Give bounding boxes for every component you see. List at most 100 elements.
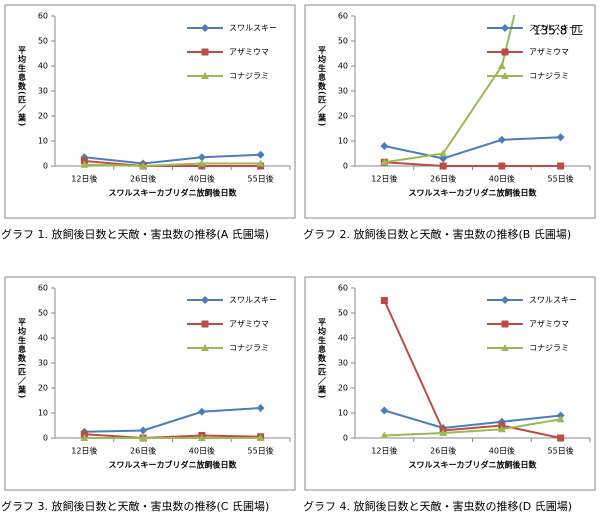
- chart-caption: グラフ 3. 放飼後日数と天敵・害虫数の推移(C 氏圃場): [1, 499, 269, 513]
- y-tick-label: 40: [338, 62, 348, 71]
- marker: [380, 406, 389, 415]
- plot: [80, 150, 265, 170]
- marker: [201, 72, 209, 79]
- x-tick-label: 40日後: [489, 174, 515, 184]
- y-tick-label: 60: [38, 12, 48, 21]
- series-line: [384, 409, 561, 430]
- marker: [497, 425, 506, 433]
- series-line: [84, 433, 261, 440]
- legend-label: アザミウマ: [529, 48, 569, 57]
- x-tick-label: 55日後: [548, 446, 574, 456]
- series-line: [84, 160, 261, 167]
- y-tick-label: 30: [38, 87, 48, 96]
- series-line: [84, 162, 261, 168]
- marker: [256, 404, 265, 412]
- marker: [557, 162, 565, 170]
- marker: [556, 133, 565, 142]
- x-tick-label: 40日後: [489, 446, 515, 456]
- y-tick-label: 0: [343, 434, 348, 443]
- chart-frame: [304, 276, 596, 491]
- legend-label: スワルスキー: [529, 296, 577, 305]
- x-tick-label: 26日後: [130, 174, 156, 184]
- y-axis-title: 平均生息数(匹／葉): [17, 318, 27, 399]
- y-tick-label: 60: [338, 284, 348, 293]
- y-tick-label: 30: [338, 87, 348, 96]
- chart: 0 10 20 30 40 50 60 12日後 26日後 40日後 55日後スワルスキーカブリダニ…: [304, 276, 596, 491]
- marker: [498, 162, 506, 170]
- marker: [501, 72, 509, 79]
- chart-frame: [4, 276, 296, 491]
- marker: [501, 24, 509, 32]
- x-tick-label: 12日後: [71, 174, 97, 184]
- marker: [197, 407, 206, 416]
- y-tick-label: 60: [38, 284, 48, 293]
- marker: [256, 159, 265, 167]
- marker: [439, 162, 447, 170]
- x-tick-label: 26日後: [430, 174, 456, 184]
- y-tick-label: 30: [38, 359, 48, 368]
- x-tick-label: 12日後: [71, 446, 97, 456]
- x-tick-label: 55日後: [248, 446, 274, 456]
- series-line: [384, 418, 561, 437]
- y-tick-label: 30: [338, 359, 348, 368]
- series-line: [384, 15, 516, 164]
- chart: 0 10 20 30 40 50 60 12日後 26日後 40日後 55日後スワルスキーカブリダニ…: [4, 276, 296, 491]
- y-axis-title: 平均生息数(匹／葉): [17, 46, 27, 127]
- y-tick-label: 20: [38, 384, 48, 393]
- y-tick-label: 50: [38, 309, 48, 318]
- annotation: 135.8 匹: [533, 24, 583, 38]
- plot: [380, 297, 565, 442]
- legend-label: アザミウマ: [529, 320, 569, 329]
- marker: [380, 431, 389, 439]
- series-line: [384, 136, 561, 160]
- x-axis-title: スワルスキーカブリダニ放飼後日数: [109, 460, 238, 470]
- legend-label: コナジラミ: [229, 72, 269, 81]
- y-axis-title: 平均生息数(匹／葉): [317, 46, 327, 127]
- marker: [201, 24, 209, 32]
- marker: [380, 297, 388, 304]
- marker: [439, 429, 448, 436]
- marker: [439, 149, 448, 157]
- marker: [501, 320, 509, 328]
- marker: [197, 159, 206, 167]
- y-tick-label: 50: [38, 37, 48, 46]
- series-line: [84, 153, 261, 165]
- marker: [256, 150, 265, 159]
- marker: [80, 434, 89, 441]
- legend-label: コナジラミ: [529, 344, 569, 353]
- x-tick-label: 12日後: [371, 446, 397, 456]
- y-tick-label: 0: [343, 162, 348, 171]
- marker: [557, 434, 565, 442]
- marker: [380, 158, 389, 166]
- x-tick-label: 40日後: [189, 446, 215, 456]
- marker: [201, 344, 209, 351]
- marker: [556, 415, 565, 423]
- y-tick-label: 20: [338, 112, 348, 121]
- chart-caption: グラフ 1. 放飼後日数と天敵・害虫数の推移(A 氏圃場): [1, 227, 269, 241]
- marker: [201, 296, 209, 304]
- marker: [197, 434, 206, 441]
- legend-label: コナジラミ: [529, 72, 569, 81]
- chart: 0 10 20 30 40 50 60 12日後 26日後 40日後 55日後スワルスキーカブリダニ…: [4, 4, 296, 219]
- legend-label: スワルスキー: [229, 296, 277, 305]
- x-tick-label: 26日後: [430, 446, 456, 456]
- x-tick-label: 12日後: [371, 174, 397, 184]
- marker: [139, 434, 148, 441]
- marker: [497, 135, 506, 144]
- marker: [497, 62, 506, 69]
- legend-label: コナジラミ: [229, 344, 269, 353]
- y-tick-label: 10: [338, 409, 348, 418]
- y-tick-label: 50: [338, 37, 348, 46]
- y-tick-label: 0: [43, 434, 48, 443]
- x-axis-title: スワルスキーカブリダニ放飼後日数: [409, 460, 538, 470]
- legend-label: アザミウマ: [229, 320, 269, 329]
- y-tick-label: 20: [38, 112, 48, 121]
- chart: 0 10 20 30 40 50 60 12日後 26日後 40日後 55日後スワルスキーカブリダニ…: [304, 4, 596, 219]
- chart-caption: グラフ 4. 放飼後日数と天敵・害虫数の推移(D 氏圃場): [303, 499, 572, 513]
- x-tick-label: 26日後: [130, 446, 156, 456]
- legend-label: スワルスキー: [229, 24, 277, 33]
- series-line: [384, 161, 561, 167]
- marker: [380, 142, 389, 150]
- marker: [139, 426, 148, 435]
- plot: [80, 404, 265, 442]
